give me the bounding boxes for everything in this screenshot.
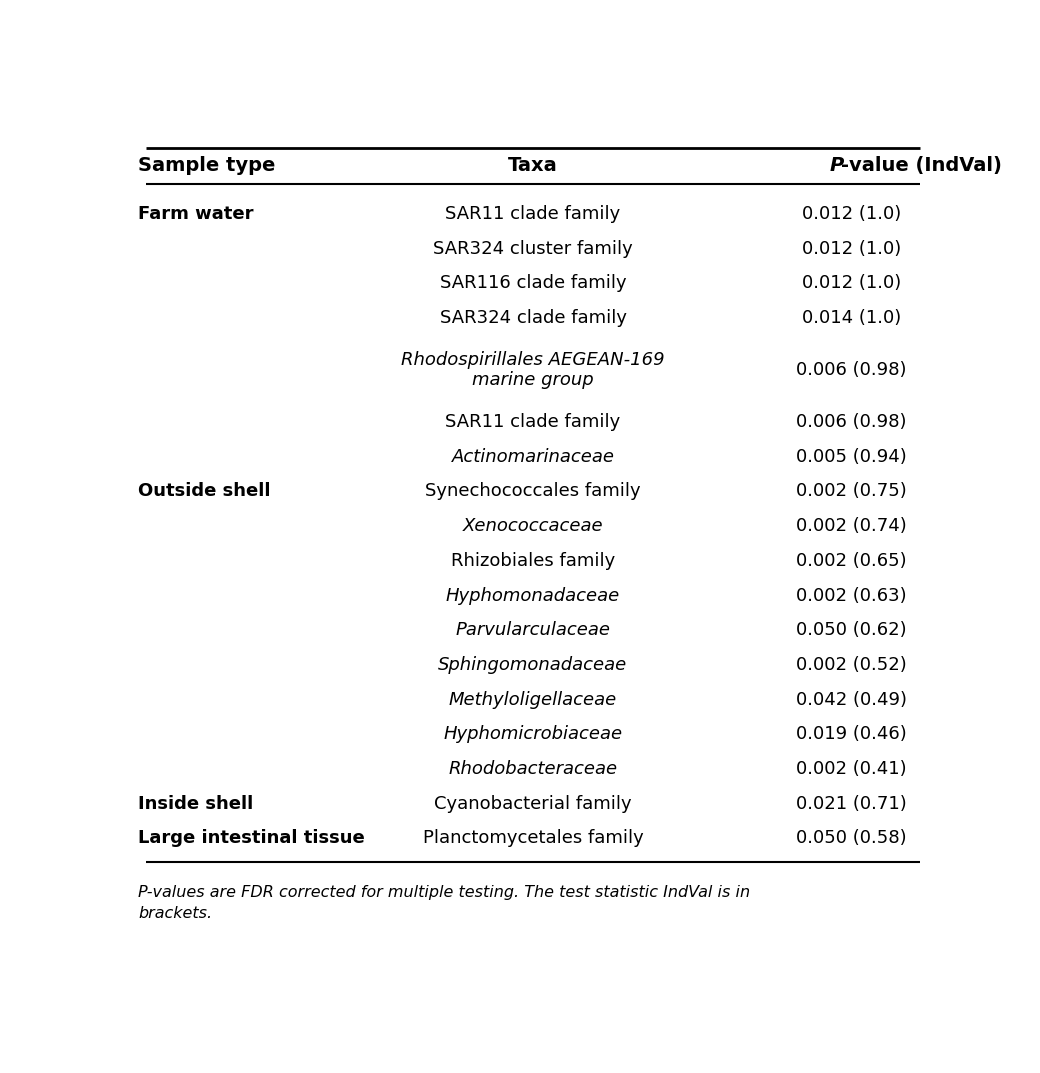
Text: 0.014 (1.0): 0.014 (1.0) (802, 309, 901, 327)
Text: 0.002 (0.65): 0.002 (0.65) (796, 552, 907, 570)
Text: Methyloligellaceae: Methyloligellaceae (449, 691, 617, 708)
Text: Actinomarinaceae: Actinomarinaceae (451, 447, 615, 466)
Text: 0.021 (0.71): 0.021 (0.71) (796, 795, 907, 812)
Text: 0.005 (0.94): 0.005 (0.94) (796, 447, 907, 466)
Text: Sphingomonadaceae: Sphingomonadaceae (439, 656, 627, 674)
Text: SAR324 cluster family: SAR324 cluster family (433, 239, 633, 258)
Text: SAR11 clade family: SAR11 clade family (445, 205, 621, 223)
Text: Planctomycetales family: Planctomycetales family (422, 829, 644, 848)
Text: Farm water: Farm water (138, 205, 254, 223)
Text: Hyphomicrobiaceae: Hyphomicrobiaceae (443, 725, 623, 744)
Text: Rhizobiales family: Rhizobiales family (451, 552, 615, 570)
Text: 0.012 (1.0): 0.012 (1.0) (802, 239, 901, 258)
Text: -value (IndVal): -value (IndVal) (841, 157, 1002, 176)
Text: Synechococcales family: Synechococcales family (425, 483, 641, 500)
Text: 0.006 (0.98): 0.006 (0.98) (797, 361, 907, 379)
Text: 0.006 (0.98): 0.006 (0.98) (797, 413, 907, 431)
Text: 0.012 (1.0): 0.012 (1.0) (802, 275, 901, 292)
Text: 0.019 (0.46): 0.019 (0.46) (796, 725, 907, 744)
Text: Large intestinal tissue: Large intestinal tissue (138, 829, 365, 848)
Text: 0.012 (1.0): 0.012 (1.0) (802, 205, 901, 223)
Text: 0.002 (0.52): 0.002 (0.52) (796, 656, 907, 674)
Text: 0.042 (0.49): 0.042 (0.49) (796, 691, 907, 708)
Text: Rhodobacteraceae: Rhodobacteraceae (448, 760, 618, 778)
Text: Cyanobacterial family: Cyanobacterial family (434, 795, 632, 812)
Text: Parvularculaceae: Parvularculaceae (456, 621, 610, 640)
Text: SAR11 clade family: SAR11 clade family (445, 413, 621, 431)
Text: Hyphomonadaceae: Hyphomonadaceae (446, 587, 620, 604)
Text: 0.002 (0.75): 0.002 (0.75) (796, 483, 907, 500)
Text: Inside shell: Inside shell (138, 795, 254, 812)
Text: 0.002 (0.41): 0.002 (0.41) (796, 760, 907, 778)
Text: P: P (830, 157, 843, 176)
Text: Sample type: Sample type (138, 157, 276, 176)
Text: P-values are FDR corrected for multiple testing. The test statistic IndVal is in: P-values are FDR corrected for multiple … (138, 885, 750, 921)
Text: Xenococcaceae: Xenococcaceae (463, 517, 603, 535)
Text: Rhodospirillales AEGEAN-169
marine group: Rhodospirillales AEGEAN-169 marine group (401, 351, 665, 389)
Text: SAR324 clade family: SAR324 clade family (440, 309, 626, 327)
Text: SAR116 clade family: SAR116 clade family (440, 275, 626, 292)
Text: 0.050 (0.58): 0.050 (0.58) (796, 829, 907, 848)
Text: 0.050 (0.62): 0.050 (0.62) (796, 621, 907, 640)
Text: Taxa: Taxa (509, 157, 557, 176)
Text: 0.002 (0.74): 0.002 (0.74) (796, 517, 907, 535)
Text: 0.002 (0.63): 0.002 (0.63) (796, 587, 907, 604)
Text: Outside shell: Outside shell (138, 483, 270, 500)
